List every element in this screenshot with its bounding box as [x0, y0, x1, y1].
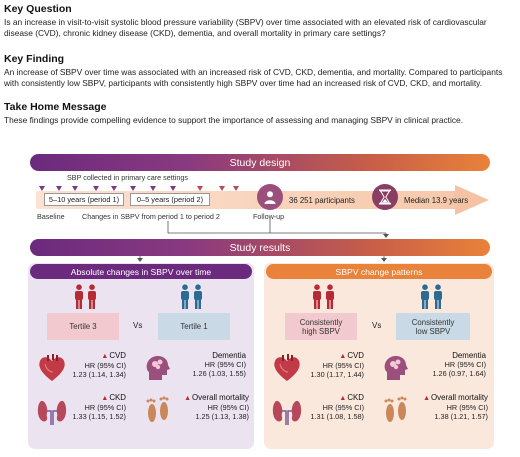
sbp-marker: [150, 186, 156, 191]
changes-label: Changes in SBPV from period 1 to period …: [82, 212, 220, 221]
arrow-up-icon: ▲: [339, 353, 347, 360]
right-ckd-card: ▲CKD HR (95% CI) 1.31 (1.08, 1.58): [304, 393, 364, 422]
low-line1: Consistently: [411, 317, 455, 327]
study-design-title: Study design: [229, 156, 291, 169]
sbp-marker: [130, 186, 136, 191]
sbp-marker: [72, 186, 78, 191]
arrow-up-icon: ▲: [101, 395, 109, 402]
arrow-up-icon: ▲: [339, 395, 347, 402]
key-question-title: Key Question: [4, 3, 72, 15]
arrow-up-icon: ▲: [184, 395, 191, 402]
left-dementia-card: Dementia HR (95% CI) 1.26 (1.03, 1.55): [174, 351, 246, 379]
high-line1: Consistently: [299, 317, 343, 327]
left-dementia-value: 1.26 (1.03, 1.55): [192, 369, 246, 379]
left-mortality-value: 1.25 (1.13, 1.38): [195, 412, 249, 422]
right-ckd-hr: HR (95% CI): [322, 403, 364, 413]
person-icon: [257, 184, 283, 210]
study-results-banner: Study results: [30, 239, 490, 256]
right-cvd-value: 1.30 (1.17, 1.44): [310, 370, 364, 380]
key-question-text: Is an increase in visit-to-visit systoli…: [4, 17, 487, 38]
right-cvd-label: ▲CVD: [339, 351, 364, 360]
study-results-title: Study results: [229, 241, 291, 254]
right-mortality-card: ▲Overall mortality HR (95% CI) 1.38 (1.2…: [410, 393, 488, 422]
left-dementia-hr: HR (95% CI): [204, 360, 246, 370]
left-dementia-label: Dementia: [212, 351, 246, 360]
connector-lines: [137, 218, 389, 262]
sbp-marker: [197, 186, 203, 191]
tertile3-box: Tertile 3: [47, 313, 119, 340]
right-dementia-hr: HR (95% CI): [444, 360, 486, 370]
left-mortality-hr: HR (95% CI): [207, 403, 249, 413]
right-mortality-value: 1.38 (1.21, 1.57): [434, 412, 488, 422]
arrow-up-icon: ▲: [101, 353, 109, 360]
left-cvd-value: 1.23 (1.14, 1.34): [72, 370, 126, 380]
sbp-collected-label: SBP collected in primary care settings: [67, 173, 188, 182]
heart-icon: [39, 354, 65, 381]
left-mortality-card: ▲Overall mortality HR (95% CI) 1.25 (1.1…: [171, 393, 249, 422]
sbp-marker: [111, 186, 117, 191]
right-dementia-card: Dementia HR (95% CI) 1.26 (0.97, 1.64): [412, 351, 486, 379]
consistently-high-box: Consistently high SBPV: [285, 313, 357, 340]
arrow-up-icon: ▲: [423, 395, 430, 402]
take-home-title: Take Home Message: [4, 101, 107, 113]
right-ckd-label: ▲CKD: [339, 393, 364, 402]
take-home-text: These findings provide compelling eviden…: [4, 115, 464, 125]
low-line2: low SBPV: [415, 326, 451, 336]
brain-head-icon: [384, 355, 408, 380]
baseline-label: Baseline: [37, 212, 65, 221]
right-ckd-value: 1.31 (1.08, 1.58): [310, 412, 364, 422]
left-ckd-hr: HR (95% CI): [84, 403, 126, 413]
left-ckd-card: ▲CKD HR (95% CI) 1.33 (1.15, 1.52): [66, 393, 126, 422]
key-finding-text: An increase of SBPV over time was associ…: [4, 67, 503, 88]
kidney-icon: [272, 400, 302, 425]
left-panel-title: Absolute changes in SBPV over time: [30, 264, 252, 279]
left-cvd-label: ▲CVD: [101, 351, 126, 360]
footprints-icon: [384, 396, 407, 422]
right-cvd-card: ▲CVD HR (95% CI) 1.30 (1.17, 1.44): [304, 351, 364, 380]
right-panel-title: SBPV change patterns: [266, 264, 492, 279]
footprints-icon: [146, 396, 169, 422]
followup-label: Follow-up: [253, 212, 285, 221]
red-people-icon: [75, 284, 96, 309]
heart-icon: [274, 354, 300, 381]
right-dementia-label: Dementia: [452, 351, 486, 360]
left-vs-label: Vs: [133, 321, 143, 330]
left-ckd-label: ▲CKD: [101, 393, 126, 402]
median-label: Median 13.9 years: [404, 196, 469, 205]
study-design-banner: Study design: [30, 154, 490, 171]
right-vs-label: Vs: [372, 321, 382, 330]
period1-box: 5–10 years (period 1): [44, 193, 124, 206]
timeline-arrowhead: [455, 185, 489, 215]
red-people-icon: [313, 284, 334, 309]
right-dementia-value: 1.26 (0.97, 1.64): [432, 369, 486, 379]
blue-people-icon: [421, 284, 442, 309]
high-line2: high SBPV: [302, 326, 340, 336]
participants-label: 36 251 participants: [289, 196, 355, 205]
consistently-low-box: Consistently low SBPV: [396, 313, 470, 340]
left-cvd-hr: HR (95% CI): [84, 361, 126, 371]
left-ckd-value: 1.33 (1.15, 1.52): [72, 412, 126, 422]
brain-head-icon: [146, 355, 170, 380]
key-finding-title: Key Finding: [4, 53, 65, 65]
left-results-panel: [28, 263, 254, 449]
blue-people-icon: [181, 284, 202, 309]
sbp-marker: [170, 186, 176, 191]
right-results-panel: [264, 263, 494, 449]
right-mortality-label: ▲Overall mortality: [423, 393, 488, 402]
sbp-marker: [233, 186, 239, 191]
right-mortality-hr: HR (95% CI): [446, 403, 488, 413]
period2-box: 0–5 years (period 2): [130, 193, 210, 206]
hourglass-icon: [372, 184, 398, 210]
left-mortality-label: ▲Overall mortality: [184, 393, 249, 402]
kidney-icon: [37, 400, 67, 425]
right-cvd-hr: HR (95% CI): [322, 361, 364, 371]
sbp-marker: [39, 186, 45, 191]
tertile1-box: Tertile 1: [158, 313, 230, 340]
sbp-marker: [56, 186, 62, 191]
left-cvd-card: ▲CVD HR (95% CI) 1.23 (1.14, 1.34): [66, 351, 126, 380]
sbp-marker: [219, 186, 225, 191]
sbp-marker: [93, 186, 99, 191]
